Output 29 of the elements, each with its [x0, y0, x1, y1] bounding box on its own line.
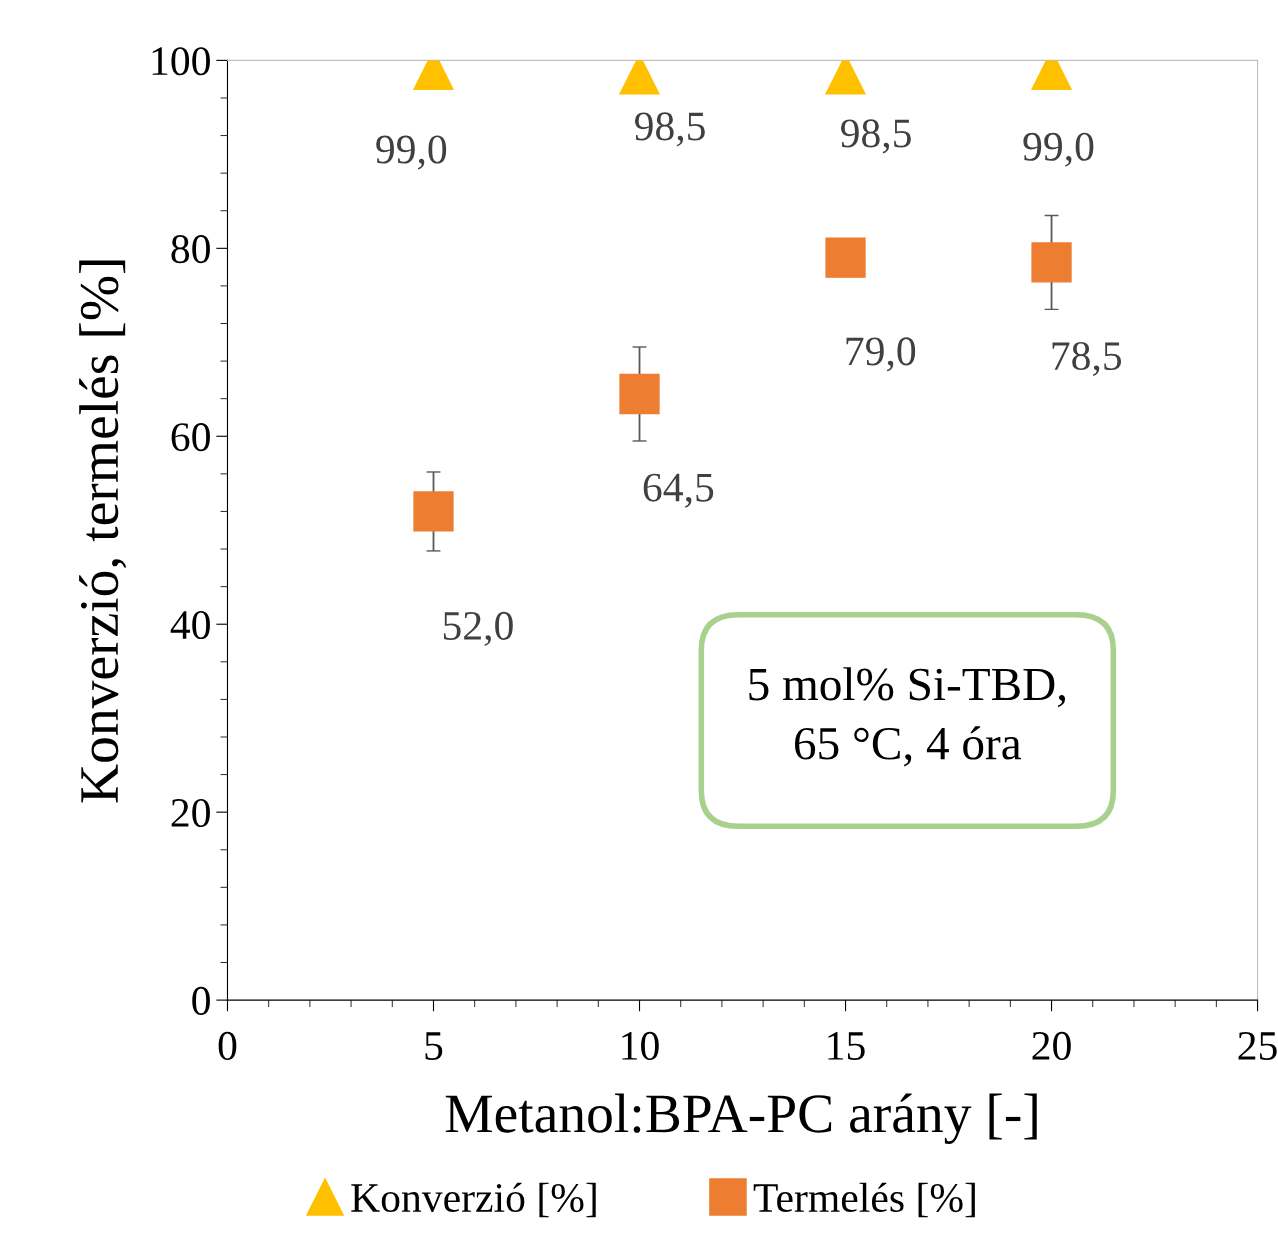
y-tick-label: 100 — [152, 47, 210, 76]
x-tick-label: 10 — [622, 1031, 659, 1060]
x-tick-label: 20 — [1032, 1031, 1071, 1060]
y-axis-title: Konverzió, termelés [%] — [79, 260, 127, 803]
x-tick-label: 25 — [1238, 1031, 1277, 1060]
data-label: 99,0 — [1023, 132, 1094, 167]
legend-label: Konverzió [%] — [351, 1182, 596, 1218]
data-label: 52,0 — [443, 611, 513, 646]
point — [413, 491, 454, 532]
annotation: 5 mol% Si-TBD, 65 °C, 4 óra — [749, 667, 1066, 767]
x-tick-label: 15 — [828, 1032, 865, 1060]
y-tick-label: 60 — [171, 423, 210, 452]
point — [619, 373, 660, 415]
legend-label: Termelés [%] — [753, 1182, 975, 1218]
data-label: 99,0 — [376, 135, 447, 170]
data-label: 98,5 — [840, 119, 911, 154]
point — [1031, 242, 1072, 283]
y-tick-label: 80 — [171, 235, 210, 264]
data-label: 64,5 — [643, 473, 714, 508]
y-tick-label: 20 — [171, 798, 210, 828]
x-tick-label: 0 — [218, 1031, 237, 1060]
y-tick-label: 40 — [170, 610, 210, 640]
x-axis-title: Metanol:BPA-PC arány [-] — [445, 1093, 1037, 1145]
data-label: 78,5 — [1052, 341, 1122, 377]
x-tick-label: 5 — [425, 1032, 443, 1060]
data-label: 79,0 — [846, 337, 916, 372]
y-tick-label: 0 — [192, 986, 210, 1015]
point — [825, 237, 866, 278]
data-label: 98,5 — [634, 112, 705, 147]
